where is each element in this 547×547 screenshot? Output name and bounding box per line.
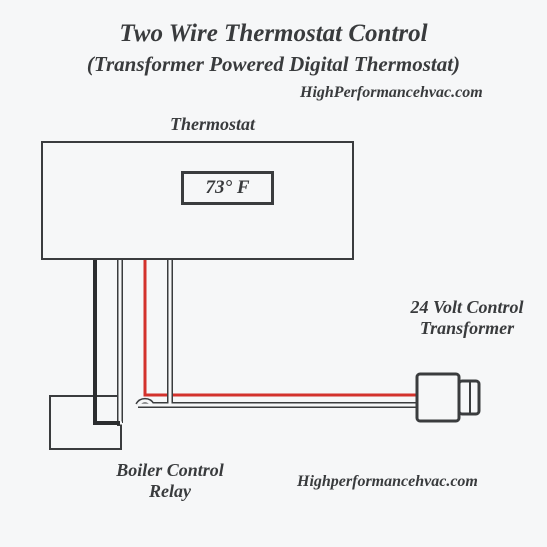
white-wire-hop-outline (138, 401, 152, 405)
watermark-bottom: Highperformancehvac.com (297, 473, 478, 491)
relay-label: Boiler Control Relay (90, 460, 250, 502)
transformer-label: 24 Volt Control Transformer (392, 297, 542, 339)
thermostat-label: Thermostat (170, 114, 255, 135)
diagram-subtitle: (Transformer Powered Digital Thermostat) (0, 52, 547, 77)
wiring-svg (0, 0, 547, 547)
transformer-body (417, 374, 459, 421)
diagram-title: Two Wire Thermostat Control (0, 20, 547, 48)
white-wire-mid-outline (138, 260, 170, 405)
white-wire-hop (138, 401, 152, 405)
white-wire-mid (138, 260, 170, 405)
red-wire (145, 260, 417, 395)
temperature-display: 73° F (181, 171, 274, 205)
transformer-cap (459, 381, 479, 414)
watermark-top: HighPerformancehvac.com (300, 84, 483, 102)
relay-box (49, 395, 122, 450)
